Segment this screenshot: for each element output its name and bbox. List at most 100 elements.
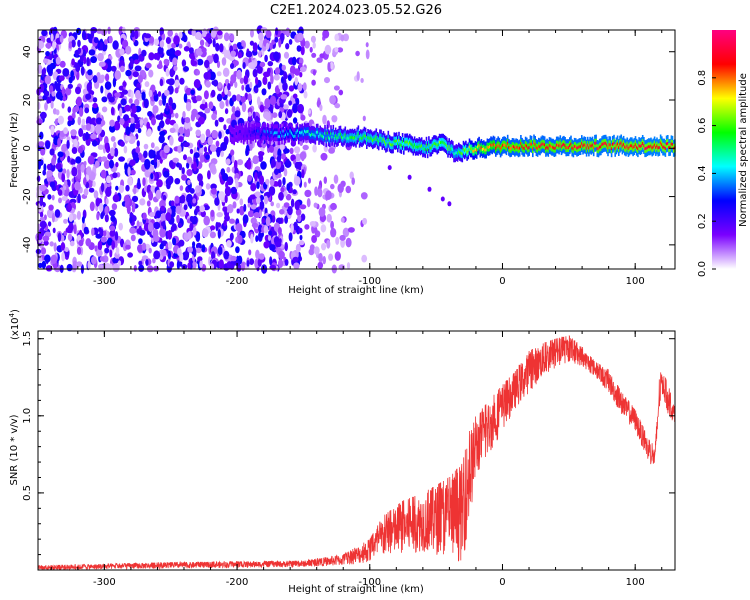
spectrogram-cell [216, 147, 221, 158]
spectrogram-cell [213, 79, 219, 87]
spectrogram-cell [299, 151, 307, 160]
spectrogram-cell [239, 77, 244, 84]
spectrogram-cell [90, 56, 97, 64]
spectrogram-cell [324, 44, 332, 55]
spectrogram-cell [195, 95, 202, 102]
spectrogram-cell [247, 202, 251, 208]
spectrogram-cell [156, 179, 163, 188]
spectrogram-cell [41, 260, 47, 269]
ridge-core [343, 135, 345, 139]
spectrogram-cell [75, 182, 81, 191]
spectrogram-cell [138, 238, 143, 245]
spectrogram-cell [189, 188, 195, 194]
spectrogram-cell [97, 144, 104, 150]
spectrogram-cell [42, 235, 50, 242]
spectrogram-cell [86, 57, 90, 67]
ridge-core [478, 143, 480, 147]
spectrogram-cell [110, 106, 115, 116]
spectrogram-cell [290, 223, 294, 234]
spectrogram-cell [330, 202, 337, 211]
spectrogram-cell [162, 220, 166, 230]
spectrogram-cell [98, 61, 106, 67]
spectrogram-cell [132, 201, 136, 210]
spectrogram-cell [294, 200, 301, 211]
snr-multiplier-exp: 4 [8, 312, 16, 317]
spectrogram-cell [181, 59, 187, 68]
ridge-core [529, 142, 532, 146]
ridge-core [649, 145, 651, 149]
spectrogram-cell [42, 67, 47, 76]
spectrogram-cell [109, 159, 114, 169]
spectrogram-cell [66, 263, 73, 272]
spectrogram-cell [231, 94, 237, 102]
spectrogram-cell [153, 235, 160, 243]
spectrogram-cell [110, 147, 115, 157]
chart-title: C2E1.2024.023.05.52.G26 [270, 3, 442, 18]
spectrogram-cell [165, 102, 169, 112]
ridge-core [609, 143, 612, 147]
ridge-core [233, 135, 235, 139]
spectrogram-cell [109, 230, 116, 237]
spectrogram-cell [223, 124, 227, 131]
ridge-core [251, 130, 253, 134]
spectrogram-cell [73, 138, 78, 147]
spectrogram-cell [176, 260, 180, 270]
spectrogram-cell [100, 85, 104, 94]
ridge-core [492, 142, 495, 146]
spectrogram-cell [57, 115, 64, 125]
spectrogram-cell [323, 176, 327, 184]
spectrogram-cell [205, 154, 210, 160]
spectrogram-cell [225, 98, 229, 107]
ridge-core [409, 140, 411, 144]
spectrogram-cell [39, 131, 44, 140]
spectrogram-cell [250, 233, 254, 244]
spectrogram-cell [95, 249, 103, 257]
spectrogram-cell [170, 225, 175, 233]
spectrogram-cell [231, 105, 236, 114]
spectrogram-cell [337, 47, 344, 53]
spectrogram-cell [328, 147, 335, 154]
ridge-core [620, 141, 622, 145]
ridge-core [564, 144, 566, 147]
spectrogram-cell [278, 37, 282, 48]
ridge-core [644, 147, 646, 151]
spectrogram-cell [112, 172, 118, 179]
ridge-core [543, 143, 546, 147]
spectrogram-cell [62, 168, 67, 174]
spectrogram-cell [309, 46, 313, 53]
spectrogram-cell [169, 136, 174, 146]
spectrogram-cell [143, 143, 149, 150]
spectrogram-cell [333, 174, 339, 184]
ridge-core [652, 145, 655, 149]
spectrogram-cell [279, 142, 285, 151]
spectrogram-cell [243, 75, 249, 85]
ridge-core [559, 142, 562, 146]
spectrogram-cell [71, 39, 76, 48]
spectrogram-cell [75, 63, 81, 72]
spectrogram-cell [45, 51, 50, 57]
ridge-core [275, 131, 277, 135]
spectrogram-cell [198, 116, 205, 125]
spectrogram-cell [215, 42, 220, 52]
ridge-core [612, 142, 614, 146]
spectrogram-cell [115, 161, 119, 168]
spectrogram-cell [85, 131, 89, 141]
spectrogram-cell [264, 54, 268, 63]
snr-x-tick-label: 100 [626, 577, 645, 588]
spectrogram-y-tick-label: 0 [22, 145, 33, 151]
spectrogram-cell [189, 148, 194, 154]
ridge-core [548, 144, 551, 147]
spectrogram-cell [268, 230, 273, 236]
spectrogram-cell [150, 142, 155, 149]
ridge-core [237, 133, 239, 136]
ridge-core [257, 129, 259, 133]
ridge-core [579, 145, 582, 148]
spectrogram-cell [85, 93, 92, 100]
spectrogram-cell [119, 65, 125, 73]
spectrogram-cell [274, 36, 279, 43]
spectrogram-cell [47, 194, 52, 200]
spectrogram-cell [327, 62, 331, 71]
ridge-core [325, 137, 327, 141]
spectrogram-cell [218, 117, 225, 123]
